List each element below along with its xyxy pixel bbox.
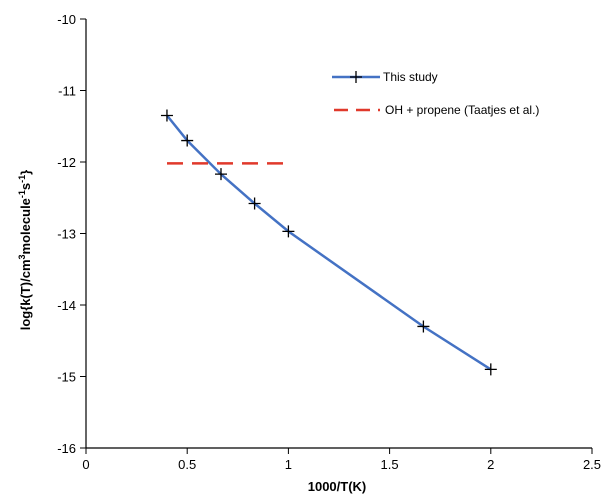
y-axis-title-sup3: -1 <box>17 175 27 183</box>
y-tick-label: -10 <box>57 12 76 27</box>
legend-label-this-study: This study <box>383 70 438 84</box>
data-point-marker <box>485 363 497 375</box>
x-axis-title: 1000/T(K) <box>308 479 367 494</box>
legend: This study OH + propene (Taatjes et al.) <box>332 70 539 117</box>
y-axis-title-mid2: s <box>18 183 33 190</box>
y-axis-title-suffix: } <box>18 170 33 175</box>
legend-label-oh-propene: OH + propene (Taatjes et al.) <box>385 103 539 117</box>
y-axis-title-mid: molecule <box>18 198 33 254</box>
legend-marker-plus <box>350 71 362 83</box>
y-axis-title-prefix: log{k(T)/cm <box>18 259 33 330</box>
y-tick-label: -14 <box>57 298 76 313</box>
x-tick-label: 1 <box>285 457 292 472</box>
x-tick-label: 2.5 <box>583 457 601 472</box>
plot-area <box>86 19 592 448</box>
y-axis-ticks: -10 -11 -12 -13 -14 -15 -16 <box>57 12 86 456</box>
y-tick-label: -15 <box>57 370 76 385</box>
x-tick-label: 1.5 <box>381 457 399 472</box>
y-tick-label: -12 <box>57 155 76 170</box>
x-axis-ticks: 0 0.5 1 1.5 2 2.5 <box>82 448 601 472</box>
series-line-this-study <box>167 116 491 370</box>
y-tick-label: -13 <box>57 227 76 242</box>
series-layer <box>161 110 497 376</box>
x-tick-label: 0.5 <box>178 457 196 472</box>
y-tick-label: -11 <box>58 84 76 99</box>
y-tick-label: -16 <box>57 441 76 456</box>
y-axis-title-sup2: -1 <box>17 190 27 198</box>
legend-item-oh-propene: OH + propene (Taatjes et al.) <box>334 103 539 117</box>
y-axis-title: log{k(T)/cm3molecule-1s-1} <box>17 170 33 331</box>
x-tick-label: 0 <box>82 457 89 472</box>
legend-item-this-study: This study <box>332 70 438 84</box>
x-tick-label: 2 <box>487 457 494 472</box>
